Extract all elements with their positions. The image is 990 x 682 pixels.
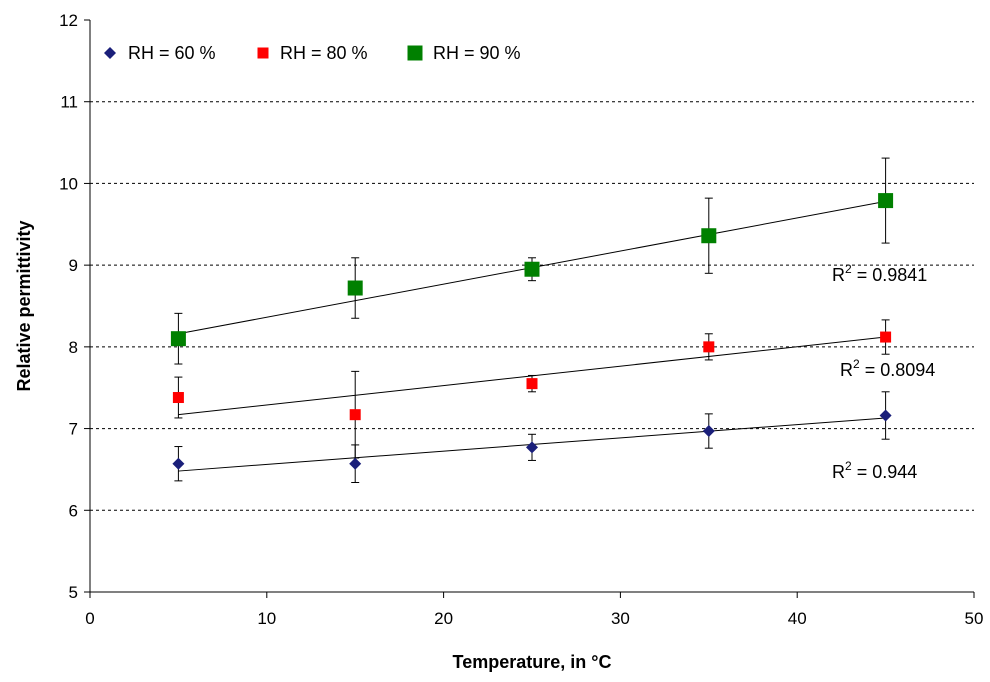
r2-label-series-2: R2 = 0.9841 <box>832 262 927 285</box>
legend-marker-series-1 <box>257 47 269 59</box>
x-tick-label-0: 0 <box>85 609 94 628</box>
y-tick-label-7: 7 <box>69 420 78 439</box>
data-point-series-2-point-3 <box>701 228 717 244</box>
data-markers <box>170 193 894 470</box>
x-tick-label-40: 40 <box>788 609 807 628</box>
data-point-series-0-point-2 <box>526 441 538 454</box>
data-point-series-2-point-4 <box>878 193 894 209</box>
r2-labels: R2 = 0.944 R2 = 0.8094 R2 = 0.9841 <box>832 262 935 482</box>
y-tick-label-9: 9 <box>69 256 78 275</box>
axes: 5 6 7 8 9 10 11 12 0 10 20 30 40 50 <box>59 11 983 628</box>
r2-label-series-1: R2 = 0.8094 <box>840 357 935 380</box>
y-tick-label-12: 12 <box>59 11 78 30</box>
x-axis-title: Temperature, in °C <box>453 652 612 672</box>
legend-label-series-0: RH = 60 % <box>128 43 216 63</box>
x-tick-label-20: 20 <box>434 609 453 628</box>
data-point-series-1-point-0 <box>172 392 184 404</box>
x-tick-label-30: 30 <box>611 609 630 628</box>
data-point-series-0-point-1 <box>349 457 362 470</box>
data-point-series-1-point-3 <box>703 341 715 353</box>
y-tick-label-11: 11 <box>60 93 78 112</box>
x-tick-label-10: 10 <box>257 609 276 628</box>
x-tick-label-50: 50 <box>965 609 984 628</box>
data-point-series-1-point-1 <box>349 409 361 421</box>
legend-marker-series-0 <box>104 47 116 59</box>
legend-label-series-2: RH = 90 % <box>433 43 521 63</box>
data-point-series-0-point-4 <box>879 409 892 422</box>
legend: RH = 60 % RH = 80 % RH = 90 % <box>104 43 521 63</box>
data-point-series-2-point-2 <box>524 261 540 277</box>
y-tick-label-5: 5 <box>69 583 78 602</box>
data-point-series-0-point-3 <box>702 425 715 438</box>
y-tick-label-8: 8 <box>69 338 78 357</box>
legend-label-series-1: RH = 80 % <box>280 43 368 63</box>
data-point-series-1-point-4 <box>880 331 892 343</box>
data-point-series-2-point-0 <box>170 331 186 347</box>
data-point-series-0-point-0 <box>172 457 185 470</box>
legend-marker-series-2 <box>407 45 423 61</box>
r2-label-series-0: R2 = 0.944 <box>832 459 917 482</box>
data-point-series-2-point-1 <box>347 280 363 296</box>
y-tick-label-10: 10 <box>59 174 78 193</box>
trend-lines <box>178 200 886 472</box>
y-axis-title: Relative permittivity <box>14 220 34 391</box>
y-tick-label-6: 6 <box>69 501 78 520</box>
data-point-series-1-point-2 <box>526 378 538 390</box>
error-bars <box>174 157 890 484</box>
